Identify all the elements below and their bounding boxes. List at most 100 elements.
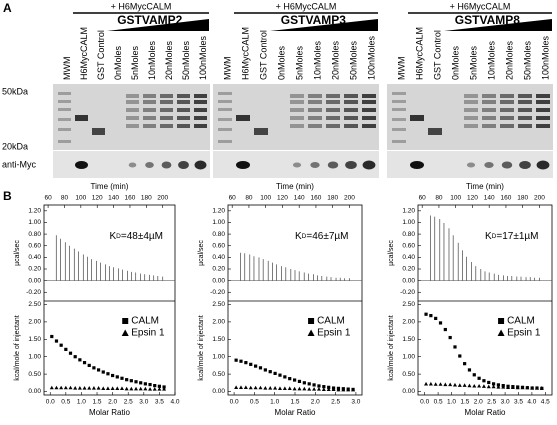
band [218,128,232,131]
tick-label: 2.00 [402,319,415,326]
blot-spot [75,161,88,169]
data-point [101,370,105,374]
band [344,116,358,120]
data-point [115,375,119,379]
data-point [472,383,477,388]
tick-label: 120 [277,195,288,202]
tick-label: 80 [435,195,443,202]
band [143,116,156,120]
tick-label: 0.00 [212,388,225,395]
marker-label: 20kDa [2,141,28,151]
data-point [341,387,346,392]
band [218,92,232,95]
tick-label: 60 [419,195,427,202]
axis-title: Time (min) [276,182,314,191]
tick-label: 3.5 [155,399,164,406]
tick-label: 0.40 [28,254,41,261]
band [177,100,190,104]
band [218,108,232,111]
data-point [302,386,307,391]
band [126,108,139,112]
data-point [101,386,106,390]
band [58,118,71,121]
data-point [68,385,73,390]
tick-label: 2.0 [474,399,483,406]
tick-label: 2.50 [212,301,225,308]
lane-label: 100nMoles [366,35,376,80]
data-point [64,347,68,351]
data-point [253,385,258,390]
band [290,108,304,112]
data-point [292,386,297,391]
band [126,94,139,98]
kd-part: =46±7µM [306,231,348,242]
band [464,94,478,98]
data-point [452,382,457,387]
tick-label: 0.5 [61,399,70,406]
data-point [119,386,124,390]
tick-label: 60 [44,195,52,202]
tick-label: 1.20 [28,208,41,215]
data-point [59,385,64,390]
data-point [268,386,273,390]
tick-label: 0.40 [402,254,415,261]
data-point [106,372,110,376]
data-point [463,362,467,366]
axis-title: kcal/mole of injectant [14,315,21,380]
data-point [249,362,253,366]
tick-label: 0.60 [28,242,41,249]
legend-label: Epsin 1 [131,328,165,339]
band [143,124,156,128]
protein-label: GSTVAMP3 [281,13,346,27]
tick-label: 0.5 [250,399,259,406]
data-point [143,382,147,386]
band [194,124,207,128]
blot-spot [292,162,302,168]
tick-label: 200 [344,195,355,202]
tick-label: 0.60 [402,242,415,249]
data-point [472,373,476,377]
tick-label: 200 [534,195,545,202]
lane-label: 10nMoles [312,40,322,80]
blot-spot [362,160,376,170]
treatment-label: + H6MycCALM [111,1,172,11]
band [392,118,406,121]
blot-spot [145,162,154,168]
kd-part: D [302,233,307,240]
protein-label: GSTVAMP8 [455,13,520,27]
data-point [243,385,248,389]
tick-label: 1.5 [290,399,299,406]
lane-label: 20nMoles [330,40,340,80]
tick-label: 160 [311,195,322,202]
blot-spot [519,161,531,169]
data-point [263,368,267,372]
data-point [111,373,115,378]
tick-label: 2.5 [331,399,340,406]
data-point [491,384,496,389]
data-point [68,351,73,355]
band [536,108,550,112]
data-point [322,385,326,389]
data-point [534,386,539,390]
tick-label: 0.0 [420,399,429,406]
legend-label: CALM [507,316,535,327]
band [194,108,207,112]
tick-label: 180 [327,195,338,202]
band [464,124,478,128]
band [126,124,139,128]
axis-title: kcal/mole of injectant [388,315,395,380]
tick-label: 2.0 [311,399,320,406]
tick-label: 1.50 [212,336,225,343]
tick-label: 0.20 [212,266,225,273]
data-point [482,379,486,383]
data-point [307,387,312,391]
band [308,124,322,128]
data-point [443,382,448,387]
data-point [501,384,506,389]
tick-label: 1.00 [28,219,41,226]
band [362,100,376,104]
tick-label: 3.0 [501,399,510,406]
lane-label: MWM [222,57,232,81]
band [143,100,156,104]
blot-spot [194,160,207,170]
